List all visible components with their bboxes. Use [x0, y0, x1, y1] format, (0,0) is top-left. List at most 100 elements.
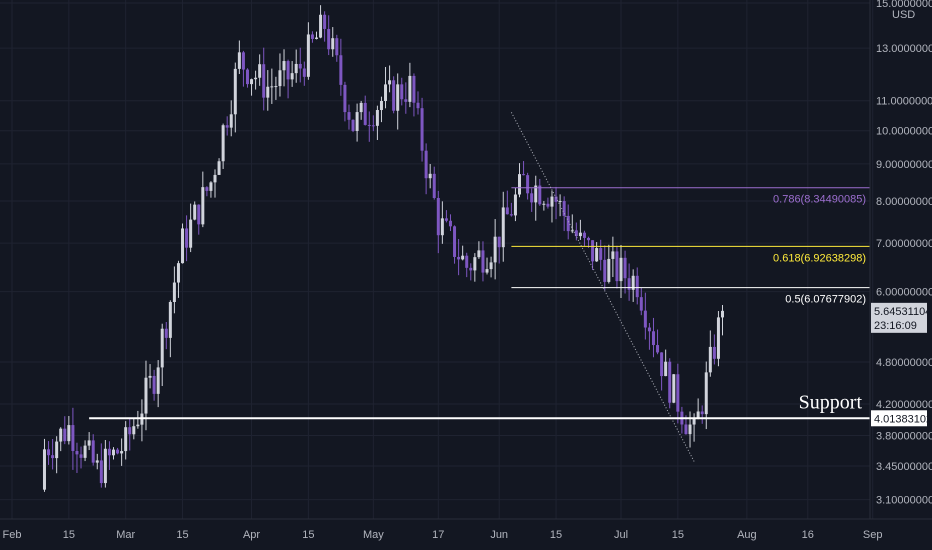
candle-body — [59, 428, 63, 442]
candle-body — [696, 411, 700, 419]
candle-body — [522, 174, 526, 176]
candle-body — [599, 248, 603, 260]
candle-body — [164, 328, 168, 338]
candle-body — [298, 63, 302, 69]
candle-body — [367, 124, 371, 126]
candle-body — [160, 328, 164, 368]
y-axis: USD 15.00000000 13.00000000 11.00000000 10.… — [869, 0, 932, 519]
candle-body — [221, 125, 225, 162]
y-tick-label: 3.10000000 — [876, 495, 932, 507]
candle-body — [51, 455, 55, 459]
candle-body — [562, 201, 566, 216]
candle-body — [461, 255, 465, 260]
candle-body — [688, 424, 692, 435]
candle-body — [250, 79, 254, 85]
support-price-label: 4.01383102 — [874, 413, 932, 425]
candle-body — [42, 449, 46, 490]
candle-body — [99, 460, 103, 484]
fib-level-label: 0.786(8.34490085) — [773, 194, 866, 206]
candle-body — [469, 267, 473, 271]
candle-body — [343, 84, 347, 113]
candle-body — [704, 372, 708, 415]
candle-body — [546, 203, 550, 207]
candle-body — [185, 228, 189, 248]
candle-body — [582, 232, 586, 238]
candle-body — [457, 256, 461, 260]
x-tick-label: 15 — [302, 529, 314, 541]
candle-body — [148, 375, 152, 378]
candle-body — [282, 61, 286, 71]
candle-body — [578, 232, 582, 237]
candle-body — [331, 38, 335, 50]
candle-body — [75, 451, 79, 455]
fib-level-label: 0.618(6.92638298) — [773, 252, 866, 264]
candle-body — [566, 215, 570, 232]
candle-body — [258, 64, 262, 78]
candle-body — [481, 250, 485, 273]
candle-body — [144, 377, 148, 414]
candle-body — [574, 230, 578, 237]
candle-body — [611, 251, 615, 259]
y-tick-label: 15.00000000 — [876, 0, 932, 10]
y-tick-label: 7.00000000 — [876, 238, 932, 250]
x-tick-label: Aug — [737, 529, 757, 541]
candle-body — [266, 86, 270, 98]
candle-body — [278, 70, 282, 87]
candle-body — [440, 218, 444, 236]
candle-body — [453, 226, 457, 257]
candle-body — [107, 448, 111, 456]
candle-body — [217, 161, 221, 175]
grid — [0, 0, 874, 519]
candle-body — [631, 275, 635, 290]
y-tick-label: 6.00000000 — [876, 287, 932, 299]
candle-body — [404, 99, 408, 102]
candle-body — [91, 440, 95, 463]
candle-body — [692, 418, 696, 425]
candle-body — [444, 218, 448, 221]
candle-body — [112, 449, 115, 456]
candle-body — [534, 185, 538, 203]
candle-body — [355, 112, 359, 131]
candle-body — [587, 237, 591, 241]
candle-body — [550, 196, 554, 207]
fib-level-label: 0.5(6.07677902) — [785, 294, 866, 306]
candle-body — [237, 52, 241, 69]
candle-body — [408, 75, 412, 102]
candle-body — [79, 454, 83, 458]
candle-body — [347, 112, 351, 120]
candle-body — [554, 196, 558, 202]
candle-body — [197, 204, 201, 225]
candle-body — [245, 69, 249, 85]
candle-body — [124, 427, 128, 452]
candle-body — [335, 38, 339, 56]
candle-body — [595, 248, 599, 262]
candle-body — [607, 258, 611, 282]
candle-body — [128, 427, 132, 435]
candle-body — [684, 424, 688, 435]
candle-body — [509, 214, 513, 216]
candle-body — [213, 174, 217, 183]
currency-label: USD — [892, 9, 915, 21]
candle-body — [225, 125, 229, 128]
candle-body — [371, 125, 375, 127]
candle-body — [95, 460, 99, 463]
x-tick-label: Sep — [863, 529, 883, 541]
candle-body — [603, 259, 607, 282]
x-tick-label: 16 — [802, 529, 814, 541]
candle-body — [420, 108, 424, 151]
last-price-label: 5.64531104 — [874, 306, 931, 318]
candle-body — [152, 375, 156, 394]
candle-body — [181, 228, 185, 264]
candle-body — [132, 426, 136, 435]
candle-body — [55, 441, 59, 459]
candle-body — [375, 110, 379, 126]
candle-body — [716, 317, 720, 359]
candle-body — [647, 327, 651, 332]
candle-body — [505, 207, 509, 215]
candle-body — [63, 428, 67, 442]
candle-body — [286, 61, 290, 80]
candle-body — [501, 207, 505, 248]
candle-body — [392, 80, 396, 111]
candle-body — [339, 55, 343, 85]
